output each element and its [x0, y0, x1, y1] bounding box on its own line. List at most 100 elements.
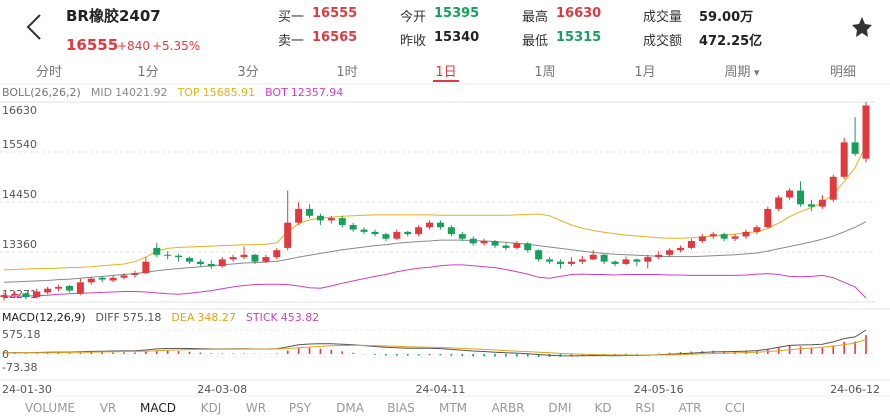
indicator-tab[interactable]: DMI: [548, 401, 572, 415]
indicator-tab[interactable]: VOLUME: [24, 401, 76, 415]
candle-body: [404, 231, 412, 235]
indicator-tab[interactable]: BIAS: [387, 401, 415, 415]
candle-body: [764, 208, 772, 228]
indicator-tab[interactable]: KDJ: [200, 401, 222, 415]
candle-body: [524, 243, 532, 251]
x-tick-label: 24-04-11: [415, 383, 465, 396]
legend-value: 15685.91: [202, 86, 256, 99]
legend-item: MID 14021.92: [91, 86, 168, 99]
period-tab[interactable]: 1日: [435, 65, 457, 80]
candle-body: [666, 250, 674, 255]
indicator-tab[interactable]: ATR: [678, 401, 702, 415]
candle-body: [458, 234, 466, 239]
legend: MACD(12,26,9) DIFF 575.18 DEA 348.27 STICK 453…: [2, 311, 319, 324]
candle-body: [382, 234, 390, 239]
y-tick-label: 14450: [2, 188, 37, 201]
quote-label: 买一: [278, 10, 305, 25]
legend-item: TOP 15685.91: [178, 86, 256, 99]
candle-body: [240, 254, 248, 258]
indicator-tab[interactable]: DMA: [336, 401, 364, 415]
candle-body: [426, 222, 434, 228]
candle-body: [786, 190, 794, 198]
candle-body: [447, 227, 455, 235]
candle-body: [600, 254, 608, 262]
quote-value: 15395: [434, 6, 480, 21]
candle-body: [567, 261, 575, 264]
period-tab[interactable]: 1时: [336, 65, 358, 80]
candle-body: [480, 241, 488, 244]
legend-value: 575.18: [122, 311, 162, 324]
y-tick-label: 15540: [2, 138, 37, 151]
boll-line: [3, 145, 867, 271]
candle-body: [262, 257, 270, 262]
legend-item: STICK 453.82: [246, 311, 319, 324]
candle-body: [644, 257, 652, 262]
candle-body: [513, 243, 521, 248]
candle-body: [491, 241, 499, 246]
title: BR橡胶2407: [66, 7, 161, 25]
indicator-tab[interactable]: ARBR: [491, 401, 525, 415]
candle-body: [851, 142, 859, 154]
candle-body: [731, 236, 739, 239]
legend-name: STICK: [245, 311, 278, 324]
back-icon[interactable]: [26, 14, 41, 40]
legend-title: BOLL(26,26,2): [2, 86, 81, 99]
legend-value: 348.27: [197, 311, 236, 324]
indicator-tab[interactable]: MACD: [140, 401, 176, 415]
candle-body: [655, 254, 663, 258]
quote-value: 16555: [312, 6, 358, 21]
quote-label: 最高: [522, 10, 549, 25]
candle-body: [98, 277, 106, 280]
candle-body: [349, 224, 357, 230]
candle-body: [142, 261, 150, 274]
macd-line: [3, 329, 867, 357]
candle-body: [185, 257, 193, 262]
indicator-tab[interactable]: WR: [245, 401, 267, 415]
period-tab[interactable]: 1月: [634, 65, 656, 80]
legend-item: DIFF 575.18: [96, 311, 162, 324]
quote-value: 15340: [434, 30, 480, 45]
legend-value: 453.82: [280, 311, 320, 324]
candle-body: [393, 231, 401, 239]
y-tick-label: 0: [2, 348, 9, 361]
legend-value: 12357.94: [290, 86, 344, 99]
y-tick-label: 575.18: [2, 328, 41, 341]
candle-body: [775, 197, 783, 209]
y-tick-label: -73.38: [2, 361, 37, 374]
period-tab[interactable]: 明细: [829, 65, 857, 80]
candle-body: [120, 275, 128, 278]
indicator-tab[interactable]: PSY: [288, 401, 312, 415]
indicator-tab[interactable]: KD: [594, 401, 612, 415]
legend-item: BOT 12357.94: [265, 86, 343, 99]
change: +840: [117, 39, 150, 53]
x-tick-label: 24-06-12: [830, 383, 880, 396]
candle-body: [11, 293, 19, 296]
candle-body: [360, 229, 368, 232]
quote-value: 16630: [556, 6, 602, 21]
candle-body: [415, 227, 423, 235]
indicator-tab[interactable]: MTM: [438, 401, 468, 415]
indicator-tab[interactable]: RSI: [635, 401, 655, 415]
period-tab[interactable]: 3分: [237, 65, 259, 80]
candle-body: [327, 218, 335, 221]
period-tab[interactable]: 1分: [137, 65, 159, 80]
period-tab[interactable]: 1周: [534, 65, 556, 80]
period-tab[interactable]: 周期: [724, 61, 759, 80]
quote-label: 最低: [522, 34, 549, 49]
candle-body: [196, 261, 204, 264]
indicator-tab[interactable]: CCI: [724, 401, 746, 415]
period-tab[interactable]: 分时: [35, 65, 63, 80]
candle-body: [218, 259, 226, 267]
candle-body: [840, 142, 848, 177]
indicator-tab[interactable]: VR: [99, 401, 117, 415]
y-tick-label: 12271: [2, 288, 37, 301]
star-icon[interactable]: [852, 17, 872, 37]
candle-body: [797, 190, 805, 205]
y-tick-label: 16630: [2, 104, 37, 117]
legend-title: MACD(12,26,9): [2, 311, 86, 324]
candle-body: [436, 222, 444, 228]
candle-body: [65, 285, 73, 291]
candle-body: [622, 259, 630, 264]
